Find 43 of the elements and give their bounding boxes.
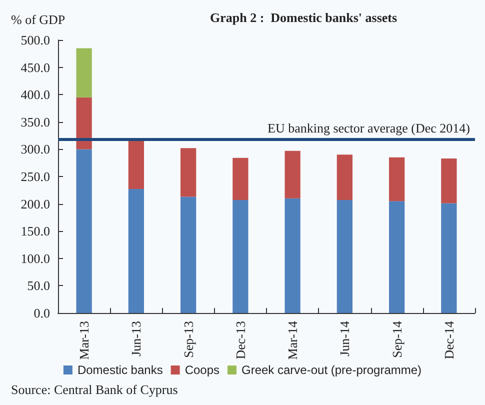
y-tick-label: 300.0 xyxy=(20,142,50,157)
y-tick-label: 400.0 xyxy=(20,87,50,102)
y-tick-label: 250.0 xyxy=(20,169,50,184)
x-tick-label: Mar-13 xyxy=(76,321,92,360)
bar xyxy=(76,97,92,150)
bar xyxy=(76,48,92,98)
legend-label: Domestic banks xyxy=(77,363,163,377)
bar xyxy=(76,149,92,313)
legend-label: Coops xyxy=(184,363,220,377)
source-note: Source: Central Bank of Cyprus xyxy=(11,382,178,397)
bar xyxy=(388,201,405,313)
y-axis-title: % of GDP xyxy=(11,12,66,27)
bar xyxy=(284,150,300,198)
bar xyxy=(232,200,248,313)
y-tick-label: 450.0 xyxy=(20,60,50,75)
y-tick-label: 50.0 xyxy=(27,278,50,294)
x-tick-label: Dec-14 xyxy=(441,320,456,360)
x-tick-label: Jun-14 xyxy=(337,320,352,356)
x-tick-label: Sep-13 xyxy=(180,321,196,358)
bar xyxy=(441,158,457,204)
bar xyxy=(128,189,144,313)
bar xyxy=(336,200,353,313)
y-tick-label: 500.0 xyxy=(20,32,50,48)
bar xyxy=(232,158,248,200)
bar xyxy=(336,154,353,200)
y-tick-label: 0.0 xyxy=(34,306,50,320)
y-tick-label: 150.0 xyxy=(20,224,50,239)
y-tick-label: 200.0 xyxy=(20,196,50,212)
x-tick-label: Mar-14 xyxy=(285,320,300,360)
y-tick-label: 100.0 xyxy=(20,250,50,266)
bar xyxy=(284,198,300,313)
bar xyxy=(441,203,457,313)
ref-line-label: EU banking sector average (Dec 2014) xyxy=(268,120,470,136)
x-tick-label: Jun-13 xyxy=(128,321,144,356)
bar xyxy=(388,157,405,202)
bar xyxy=(180,196,196,313)
x-tick-label: Dec-13 xyxy=(232,321,248,360)
bar xyxy=(128,139,144,190)
x-tick-label: Sep-14 xyxy=(389,320,404,358)
y-tick-label: 350.0 xyxy=(20,114,50,130)
legend-label: Greek carve-out (pre-programme) xyxy=(242,363,422,377)
bar xyxy=(180,148,196,197)
chart-title: Graph 2 : Domestic banks' assets xyxy=(210,10,398,25)
